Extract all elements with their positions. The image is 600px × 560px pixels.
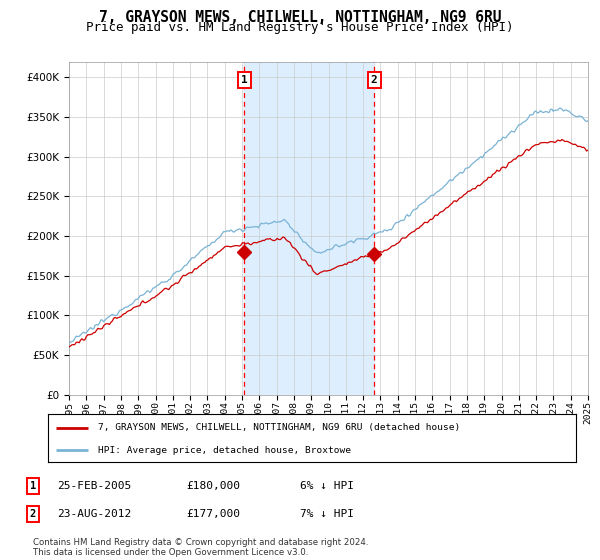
Text: 7% ↓ HPI: 7% ↓ HPI	[300, 509, 354, 519]
Text: 6% ↓ HPI: 6% ↓ HPI	[300, 481, 354, 491]
Text: 23-AUG-2012: 23-AUG-2012	[57, 509, 131, 519]
Text: 7, GRAYSON MEWS, CHILWELL, NOTTINGHAM, NG9 6RU (detached house): 7, GRAYSON MEWS, CHILWELL, NOTTINGHAM, N…	[98, 423, 460, 432]
Text: 2: 2	[30, 509, 36, 519]
Text: 1: 1	[30, 481, 36, 491]
Text: Price paid vs. HM Land Registry's House Price Index (HPI): Price paid vs. HM Land Registry's House …	[86, 21, 514, 34]
Text: Contains HM Land Registry data © Crown copyright and database right 2024.
This d: Contains HM Land Registry data © Crown c…	[33, 538, 368, 557]
Text: £180,000: £180,000	[186, 481, 240, 491]
Text: £177,000: £177,000	[186, 509, 240, 519]
Text: 1: 1	[241, 75, 248, 85]
Text: 7, GRAYSON MEWS, CHILWELL, NOTTINGHAM, NG9 6RU: 7, GRAYSON MEWS, CHILWELL, NOTTINGHAM, N…	[99, 10, 501, 25]
Text: 25-FEB-2005: 25-FEB-2005	[57, 481, 131, 491]
Text: HPI: Average price, detached house, Broxtowe: HPI: Average price, detached house, Brox…	[98, 446, 351, 455]
Bar	[244, 62, 374, 395]
Text: 2: 2	[371, 75, 377, 85]
